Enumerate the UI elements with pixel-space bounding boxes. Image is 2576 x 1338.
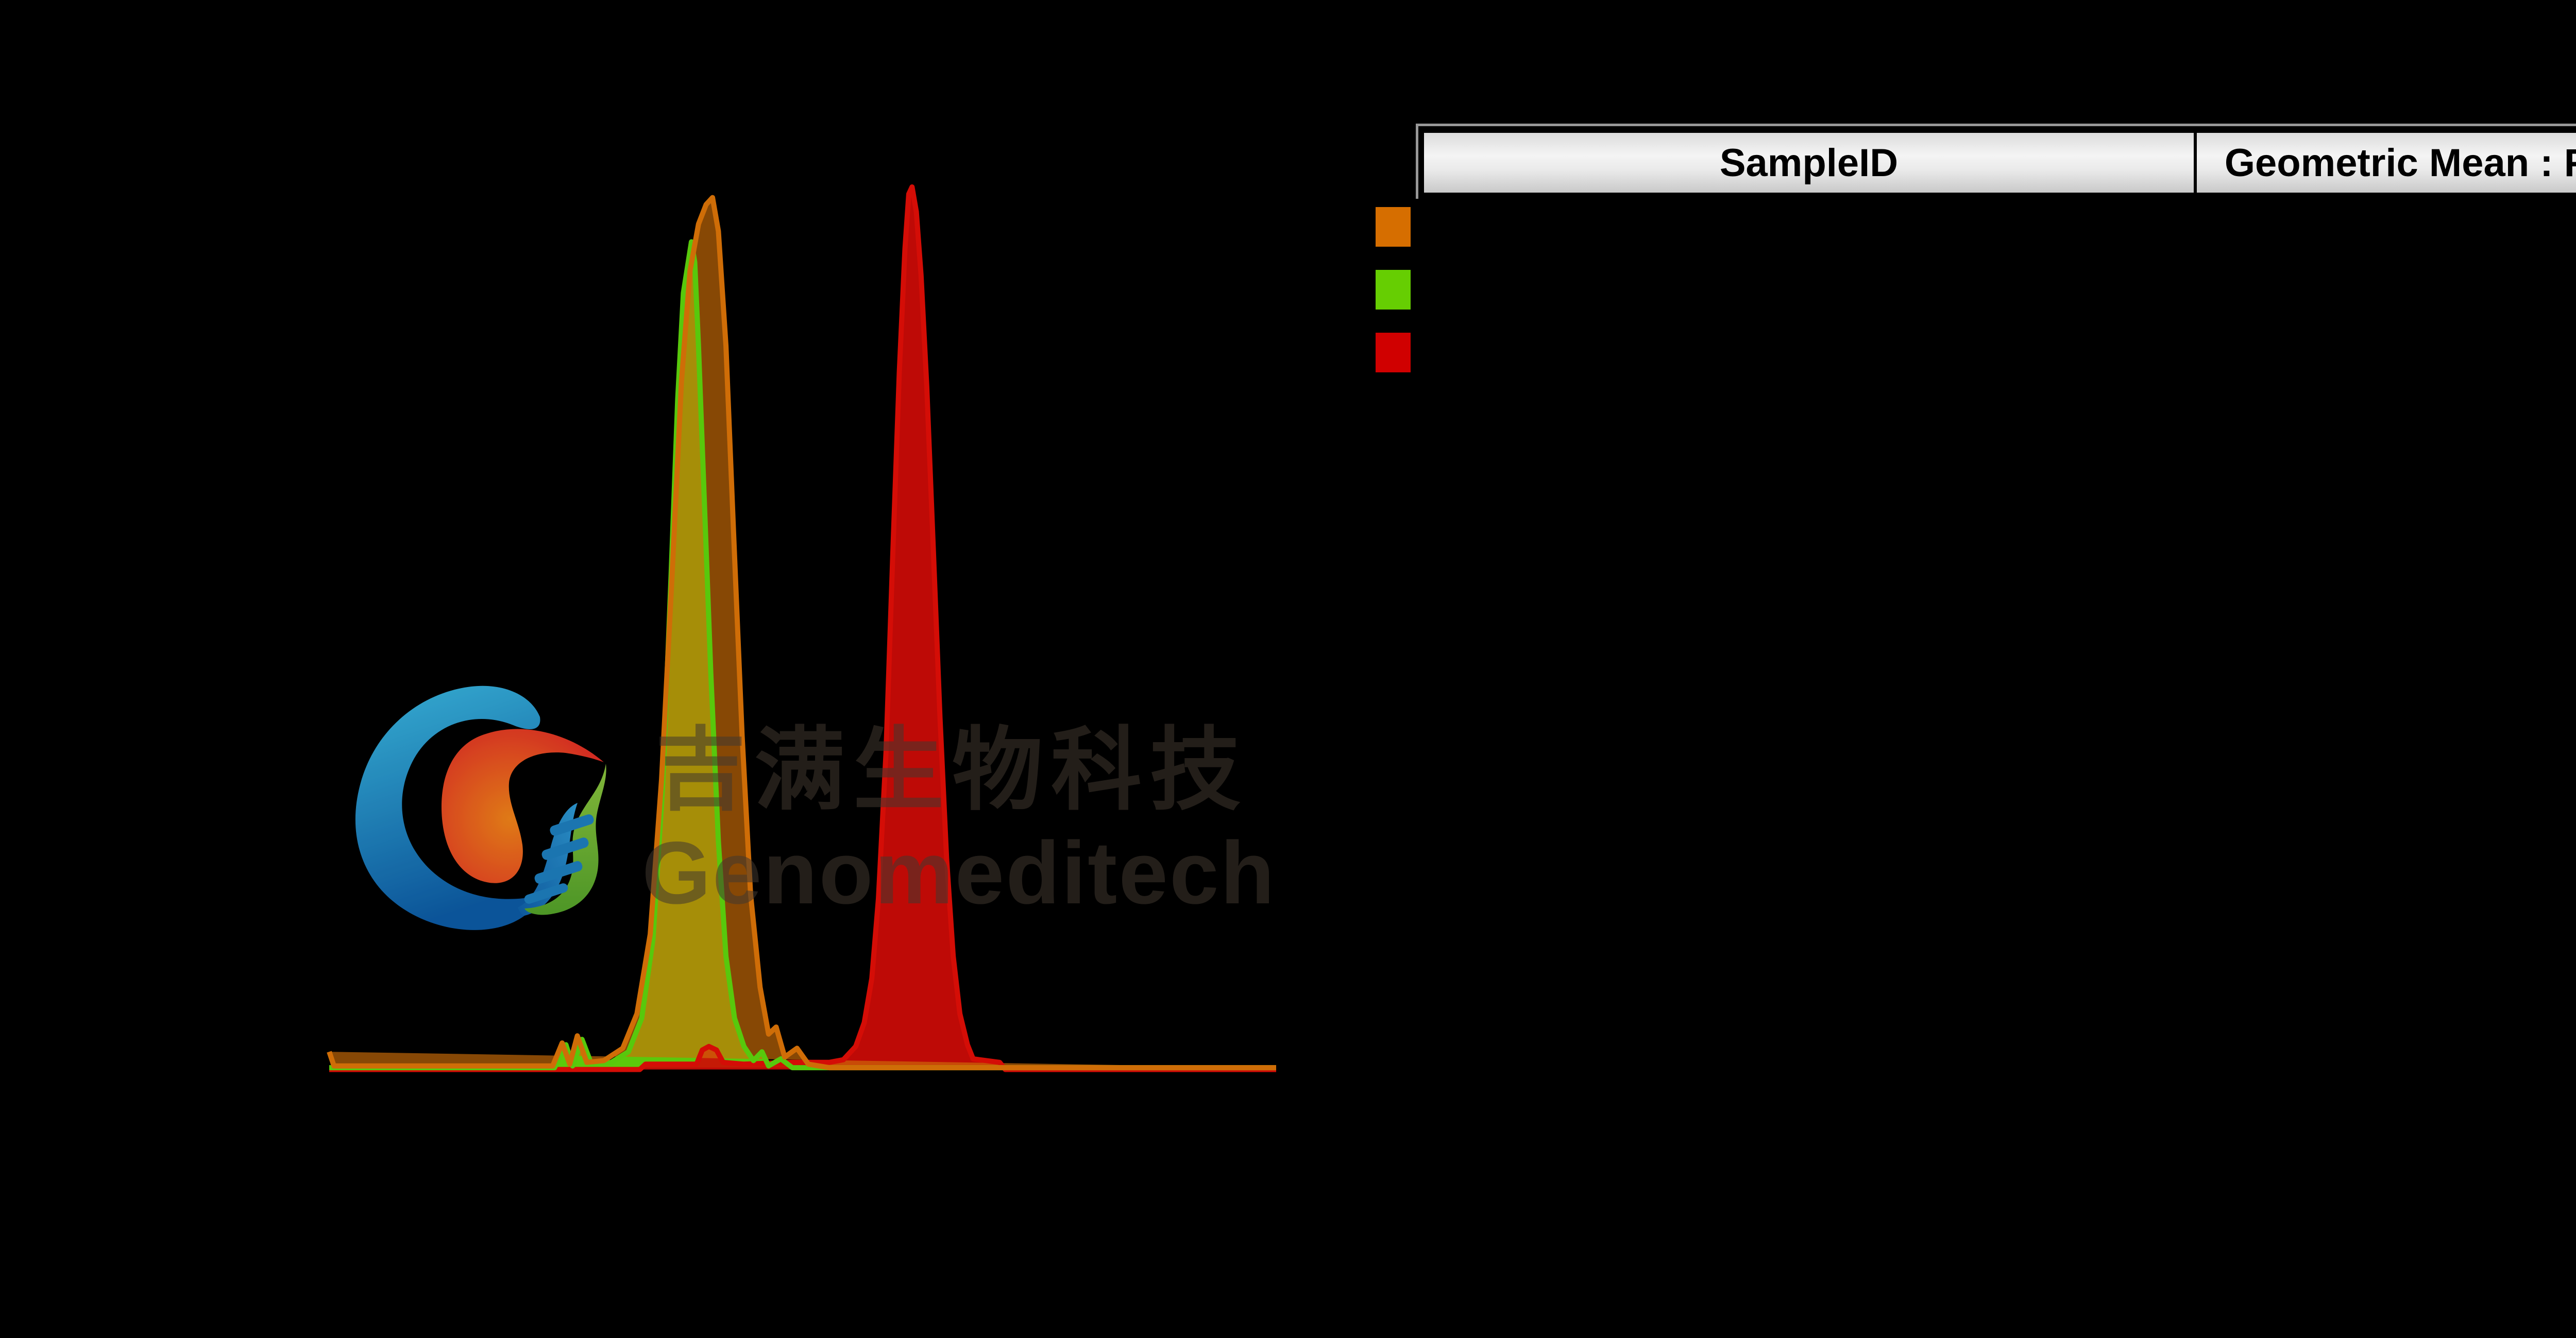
table-highlight-left xyxy=(1416,124,1418,199)
histogram-fill-orange-sample xyxy=(329,197,1276,1068)
legend-swatch-green xyxy=(1376,270,1411,310)
legend-row-green xyxy=(1376,259,2576,321)
legend-row-orange xyxy=(1376,196,2576,259)
legend-geo-mean-value xyxy=(2196,196,2576,259)
legend-table: SampleID Geometric Mean : FL11-H xyxy=(1421,130,2576,196)
histogram-stroke-green-sample xyxy=(329,239,1276,1071)
histogram-stroke-red-sample xyxy=(329,184,1276,1072)
legend-sample-id xyxy=(1423,321,2193,384)
histogram-fill-green-sample xyxy=(329,242,1276,1068)
legend-geo-mean-value xyxy=(2196,259,2576,321)
histogram-fill-red-sample xyxy=(329,187,1276,1070)
legend-geo-mean-value xyxy=(2196,321,2576,384)
histogram-strokes-layer xyxy=(327,184,1276,1072)
histogram-fills-layer xyxy=(329,187,1276,1070)
legend-sample-id xyxy=(1423,259,2193,321)
histogram-stroke-orange-sample xyxy=(327,195,1276,1071)
legend-table-header-row: SampleID Geometric Mean : FL11-H xyxy=(1421,130,2576,196)
column-header-sampleid: SampleID xyxy=(1424,133,2197,193)
legend-row-red xyxy=(1376,321,2576,384)
legend-swatch-orange xyxy=(1376,207,1411,247)
column-header-geometric-mean: Geometric Mean : FL11-H xyxy=(2224,141,2576,185)
table-highlight-top xyxy=(1416,124,2576,126)
legend-swatch-red xyxy=(1376,333,1411,372)
legend-sample-id xyxy=(1423,196,2193,259)
